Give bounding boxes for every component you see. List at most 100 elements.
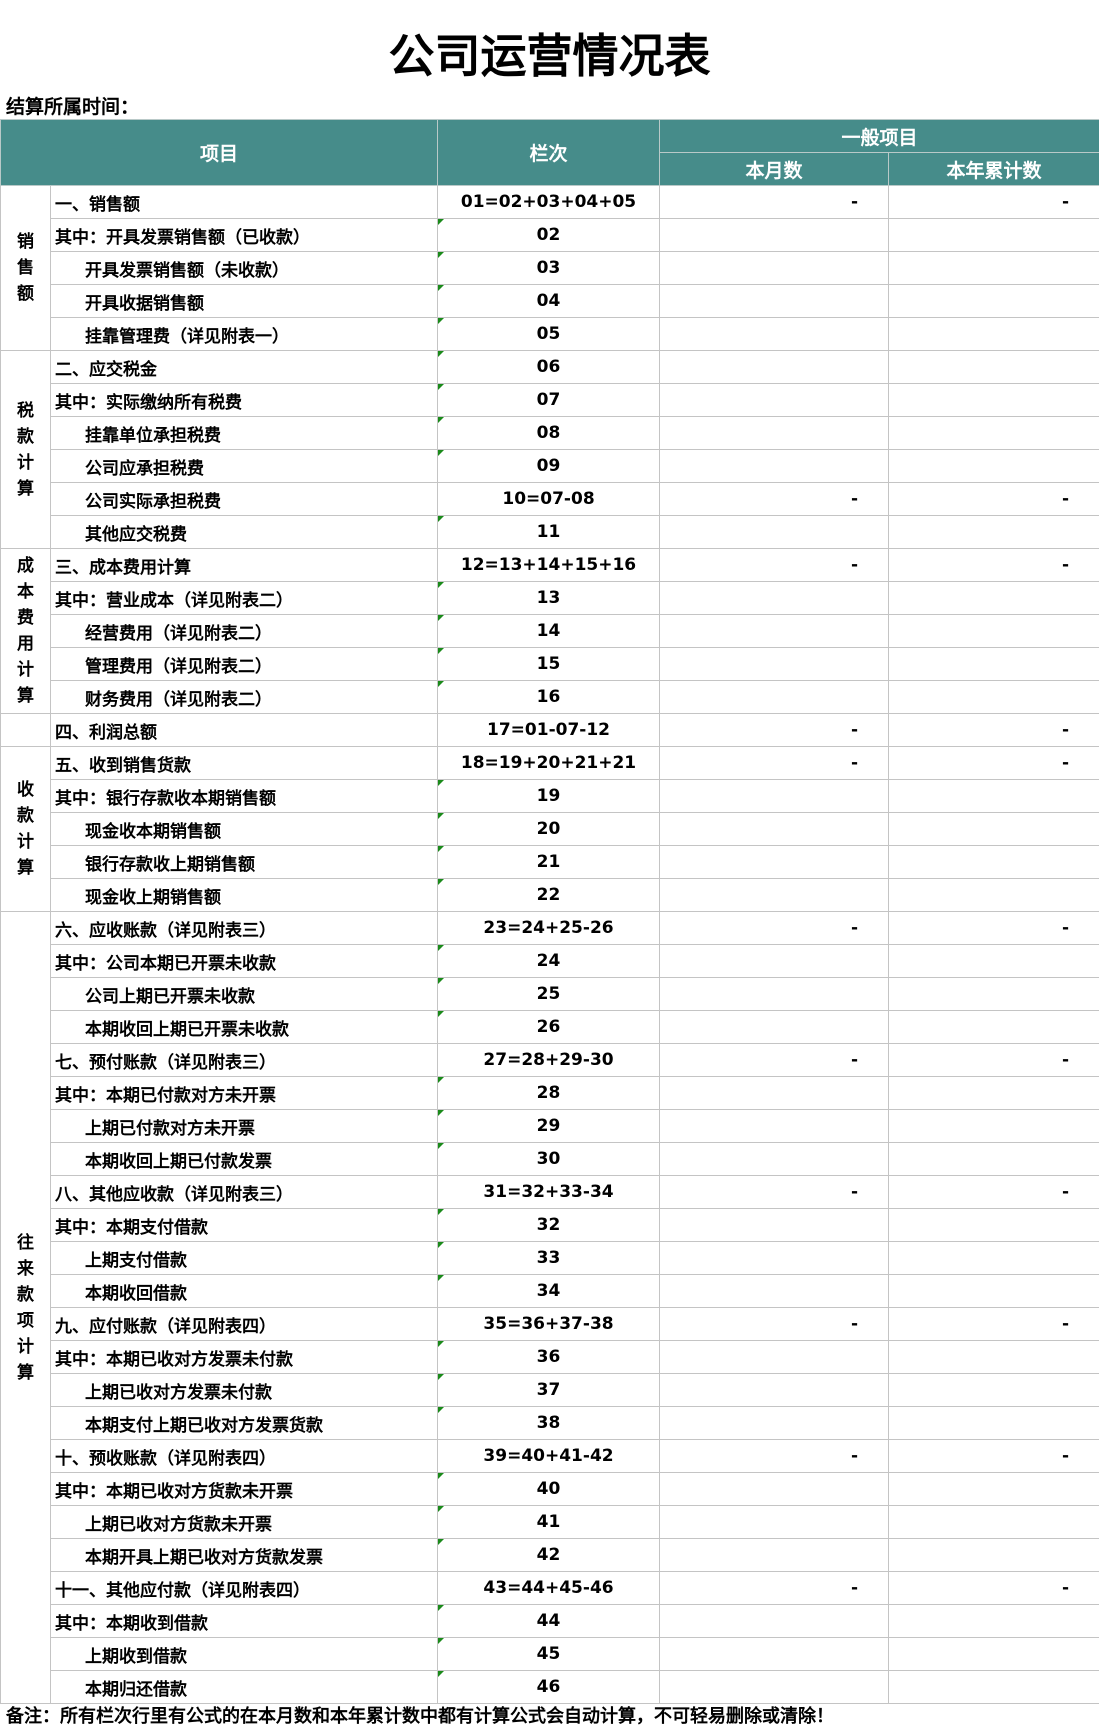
- code-cell[interactable]: 35=36+37-38: [437, 1307, 661, 1341]
- year-cell[interactable]: -: [888, 1571, 1099, 1605]
- code-cell[interactable]: 01=02+03+04+05: [437, 185, 661, 219]
- year-cell[interactable]: [888, 1604, 1099, 1638]
- year-cell[interactable]: -: [888, 1175, 1099, 1209]
- year-cell[interactable]: -: [888, 548, 1099, 582]
- month-cell[interactable]: [659, 416, 890, 450]
- code-cell[interactable]: 28: [437, 1076, 661, 1110]
- month-cell[interactable]: [659, 845, 890, 879]
- year-cell[interactable]: [888, 1010, 1099, 1044]
- code-cell[interactable]: 12=13+14+15+16: [437, 548, 661, 582]
- year-cell[interactable]: [888, 845, 1099, 879]
- month-cell[interactable]: [659, 680, 890, 714]
- month-cell[interactable]: [659, 614, 890, 648]
- month-cell[interactable]: [659, 1505, 890, 1539]
- code-cell[interactable]: 18=19+20+21+21: [437, 746, 661, 780]
- month-cell[interactable]: [659, 350, 890, 384]
- code-cell[interactable]: 40: [437, 1472, 661, 1506]
- year-cell[interactable]: [888, 878, 1099, 912]
- code-cell[interactable]: 21: [437, 845, 661, 879]
- year-cell[interactable]: [888, 1076, 1099, 1110]
- code-cell[interactable]: 33: [437, 1241, 661, 1275]
- month-cell[interactable]: [659, 1010, 890, 1044]
- code-cell[interactable]: 41: [437, 1505, 661, 1539]
- month-cell[interactable]: -: [659, 1571, 890, 1605]
- year-cell[interactable]: [888, 1340, 1099, 1374]
- month-cell[interactable]: [659, 878, 890, 912]
- code-cell[interactable]: 07: [437, 383, 661, 417]
- year-cell[interactable]: [888, 1538, 1099, 1572]
- month-cell[interactable]: -: [659, 713, 890, 747]
- month-cell[interactable]: [659, 944, 890, 978]
- year-cell[interactable]: -: [888, 185, 1099, 219]
- code-cell[interactable]: 09: [437, 449, 661, 483]
- month-cell[interactable]: [659, 1208, 890, 1242]
- year-cell[interactable]: [888, 251, 1099, 285]
- year-cell[interactable]: [888, 284, 1099, 318]
- code-cell[interactable]: 03: [437, 251, 661, 285]
- month-cell[interactable]: [659, 779, 890, 813]
- code-cell[interactable]: 44: [437, 1604, 661, 1638]
- month-cell[interactable]: -: [659, 746, 890, 780]
- year-cell[interactable]: [888, 812, 1099, 846]
- year-cell[interactable]: [888, 1406, 1099, 1440]
- code-cell[interactable]: 19: [437, 779, 661, 813]
- month-cell[interactable]: -: [659, 1175, 890, 1209]
- year-cell[interactable]: [888, 1142, 1099, 1176]
- month-cell[interactable]: [659, 1142, 890, 1176]
- year-cell[interactable]: [888, 977, 1099, 1011]
- year-cell[interactable]: [888, 944, 1099, 978]
- code-cell[interactable]: 39=40+41-42: [437, 1439, 661, 1473]
- year-cell[interactable]: [888, 416, 1099, 450]
- code-cell[interactable]: 36: [437, 1340, 661, 1374]
- year-cell[interactable]: [888, 317, 1099, 351]
- code-cell[interactable]: 22: [437, 878, 661, 912]
- code-cell[interactable]: 04: [437, 284, 661, 318]
- year-cell[interactable]: [888, 515, 1099, 549]
- month-cell[interactable]: [659, 449, 890, 483]
- month-cell[interactable]: [659, 1604, 890, 1638]
- code-cell[interactable]: 43=44+45-46: [437, 1571, 661, 1605]
- code-cell[interactable]: 16: [437, 680, 661, 714]
- year-cell[interactable]: [888, 350, 1099, 384]
- year-cell[interactable]: [888, 614, 1099, 648]
- year-cell[interactable]: [888, 1373, 1099, 1407]
- month-cell[interactable]: -: [659, 911, 890, 945]
- month-cell[interactable]: [659, 1076, 890, 1110]
- month-cell[interactable]: [659, 218, 890, 252]
- year-cell[interactable]: [888, 1637, 1099, 1671]
- code-cell[interactable]: 17=01-07-12: [437, 713, 661, 747]
- month-cell[interactable]: -: [659, 1439, 890, 1473]
- month-cell[interactable]: [659, 284, 890, 318]
- month-cell[interactable]: [659, 977, 890, 1011]
- year-cell[interactable]: [888, 1274, 1099, 1308]
- month-cell[interactable]: [659, 251, 890, 285]
- month-cell[interactable]: -: [659, 185, 890, 219]
- month-cell[interactable]: [659, 515, 890, 549]
- code-cell[interactable]: 06: [437, 350, 661, 384]
- year-cell[interactable]: -: [888, 1439, 1099, 1473]
- code-cell[interactable]: 32: [437, 1208, 661, 1242]
- month-cell[interactable]: [659, 1406, 890, 1440]
- code-cell[interactable]: 30: [437, 1142, 661, 1176]
- code-cell[interactable]: 20: [437, 812, 661, 846]
- year-cell[interactable]: [888, 1505, 1099, 1539]
- year-cell[interactable]: [888, 1241, 1099, 1275]
- year-cell[interactable]: [888, 383, 1099, 417]
- year-cell[interactable]: [888, 779, 1099, 813]
- year-cell[interactable]: [888, 1109, 1099, 1143]
- year-cell[interactable]: [888, 680, 1099, 714]
- year-cell[interactable]: [888, 1472, 1099, 1506]
- code-cell[interactable]: 45: [437, 1637, 661, 1671]
- code-cell[interactable]: 08: [437, 416, 661, 450]
- code-cell[interactable]: 15: [437, 647, 661, 681]
- code-cell[interactable]: 13: [437, 581, 661, 615]
- month-cell[interactable]: [659, 1274, 890, 1308]
- month-cell[interactable]: [659, 812, 890, 846]
- code-cell[interactable]: 37: [437, 1373, 661, 1407]
- year-cell[interactable]: [888, 1670, 1099, 1704]
- month-cell[interactable]: [659, 317, 890, 351]
- code-cell[interactable]: 34: [437, 1274, 661, 1308]
- year-cell[interactable]: [888, 647, 1099, 681]
- code-cell[interactable]: 23=24+25-26: [437, 911, 661, 945]
- year-cell[interactable]: -: [888, 1307, 1099, 1341]
